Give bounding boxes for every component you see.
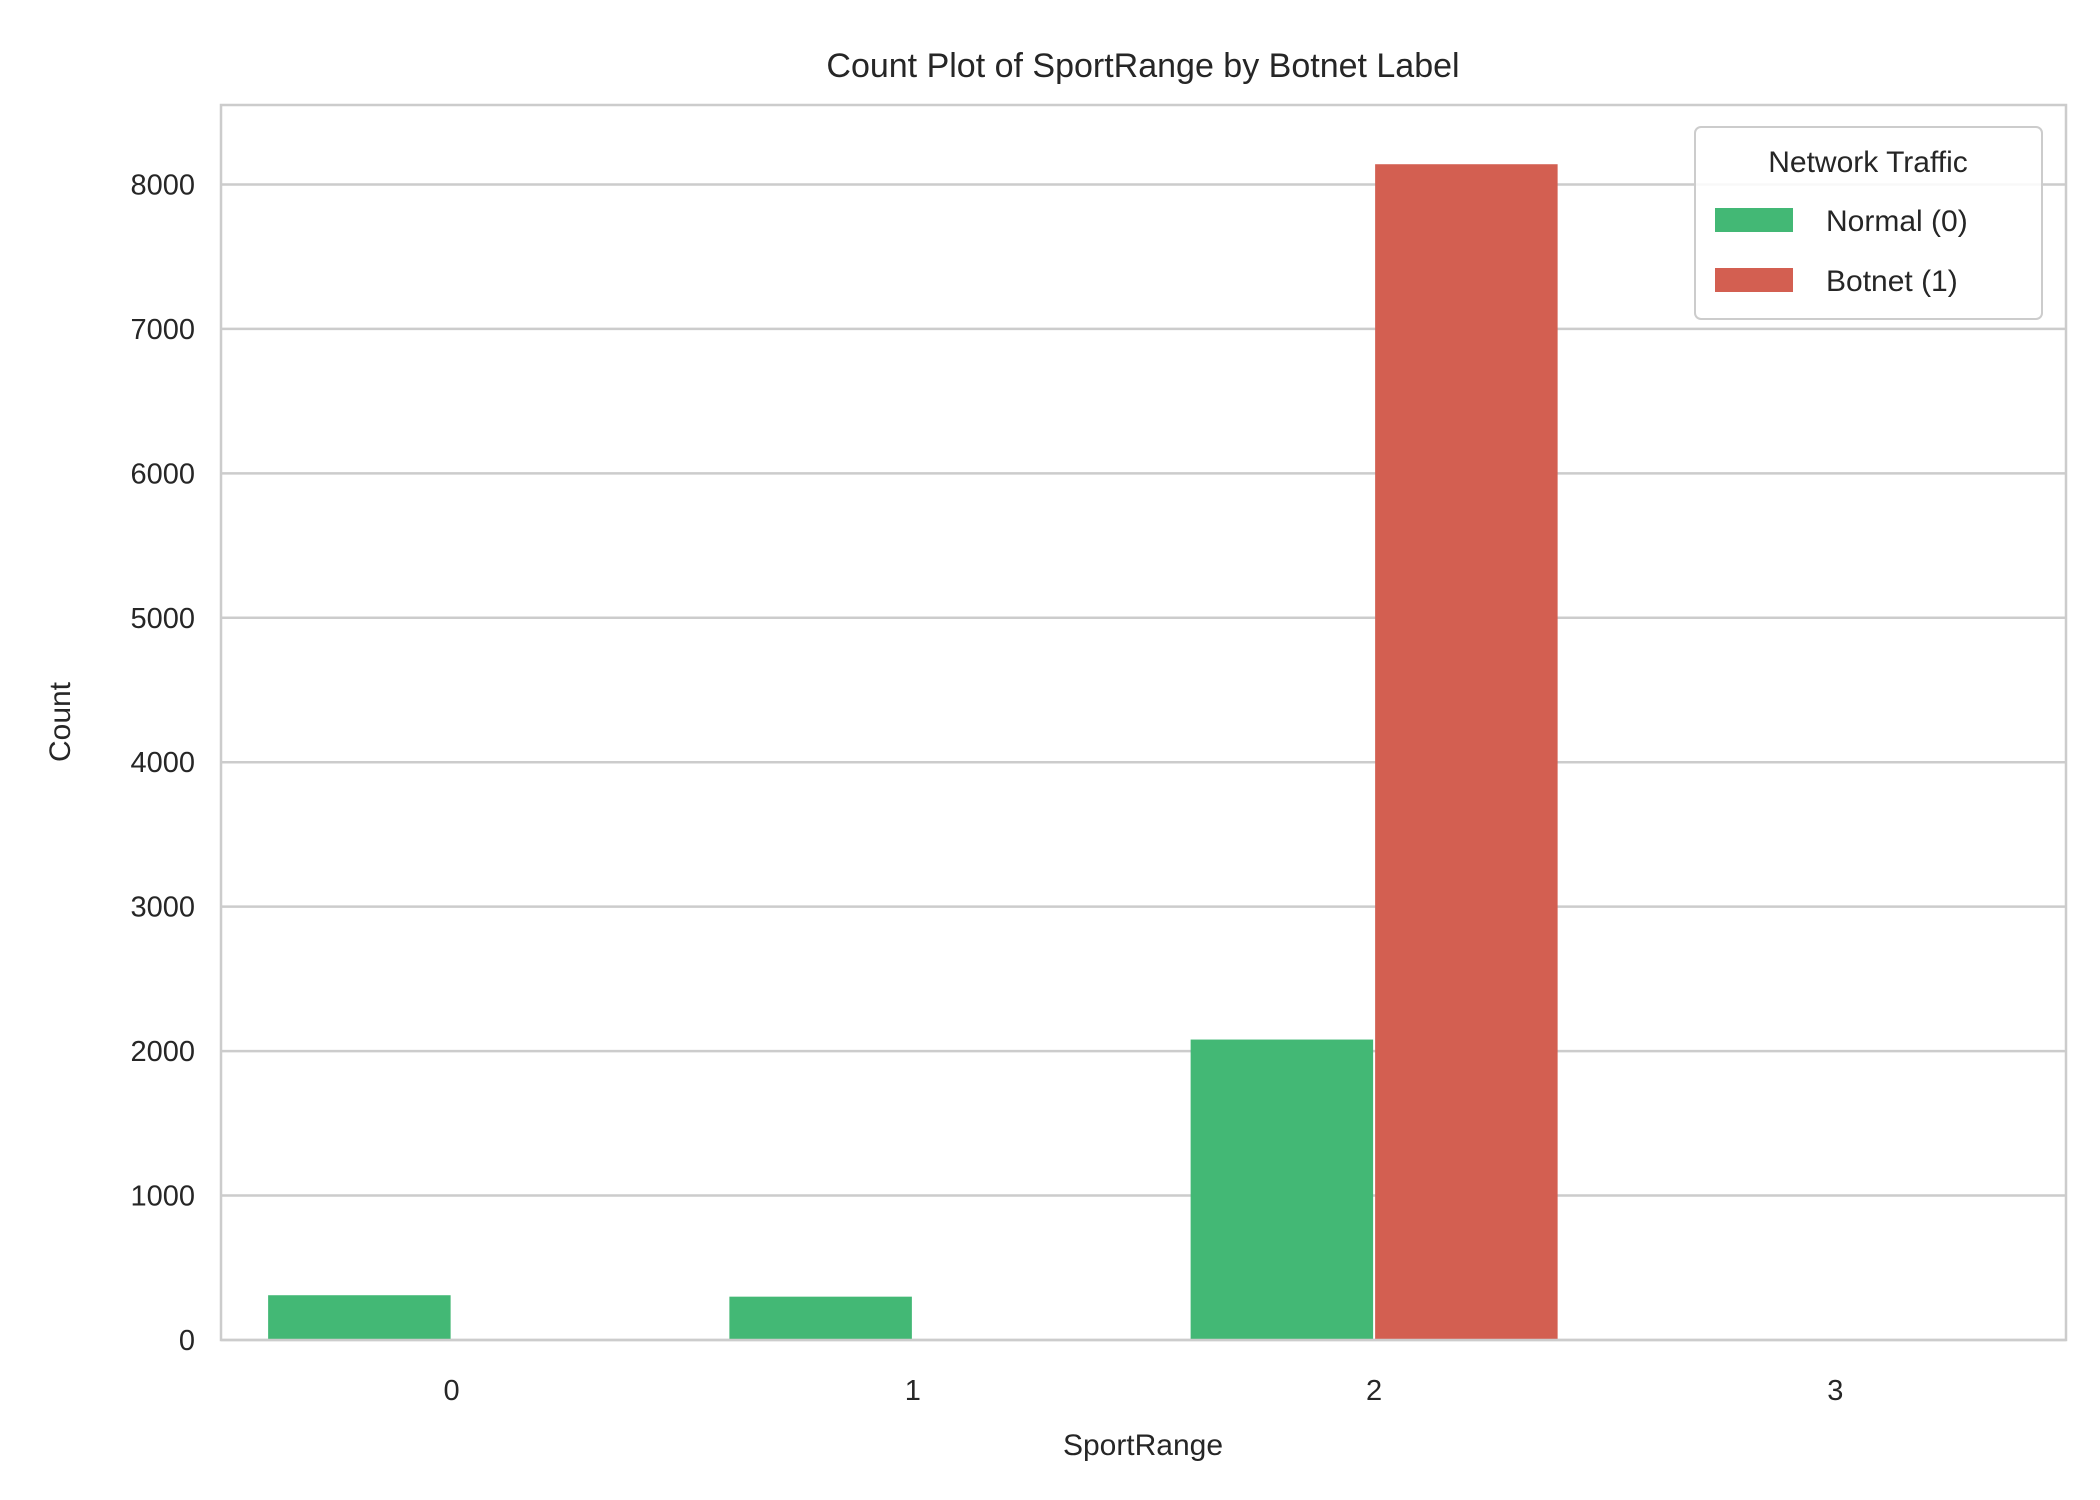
legend: Network Traffic Normal (0) Botnet (1) bbox=[1694, 126, 2043, 320]
legend-label-botnet: Botnet (1) bbox=[1826, 265, 1958, 298]
gridlines bbox=[221, 183, 2066, 1342]
chart-title: Count Plot of SportRange by Botnet Label bbox=[826, 47, 1459, 85]
x-tick-label: 1 bbox=[905, 1375, 921, 1407]
bar-normal-0 bbox=[268, 1295, 451, 1340]
y-tick-label: 8000 bbox=[130, 169, 195, 201]
bar-normal-1 bbox=[729, 1296, 912, 1340]
y-tick-label: 1000 bbox=[130, 1181, 195, 1213]
bars bbox=[268, 164, 1558, 1341]
legend-swatch-normal bbox=[1715, 208, 1793, 232]
y-tick-label: 7000 bbox=[130, 314, 195, 346]
y-tick-label: 2000 bbox=[130, 1036, 195, 1068]
x-tick-labels: 0 1 2 3 bbox=[444, 1375, 1844, 1407]
y-tick-label: 4000 bbox=[130, 747, 195, 779]
x-tick-label: 0 bbox=[444, 1375, 460, 1407]
y-tick-label: 0 bbox=[179, 1325, 195, 1357]
x-axis-label: SportRange bbox=[1063, 1429, 1223, 1462]
x-tick-label: 2 bbox=[1366, 1375, 1382, 1407]
legend-title: Network Traffic bbox=[1768, 146, 1968, 179]
legend-label-normal: Normal (0) bbox=[1826, 205, 1968, 238]
plot-frame bbox=[219, 103, 2068, 1342]
bar-normal-2 bbox=[1190, 1039, 1374, 1340]
y-tick-labels: 0 1000 2000 3000 4000 5000 6000 7000 8000 bbox=[130, 169, 195, 1357]
y-tick-label: 6000 bbox=[130, 458, 195, 490]
y-axis-label: Count bbox=[44, 681, 77, 762]
y-tick-label: 5000 bbox=[130, 603, 195, 635]
y-tick-label: 3000 bbox=[130, 892, 195, 924]
x-tick-label: 3 bbox=[1827, 1375, 1843, 1407]
legend-swatch-botnet bbox=[1715, 268, 1793, 292]
bar-botnet-2 bbox=[1375, 164, 1558, 1341]
